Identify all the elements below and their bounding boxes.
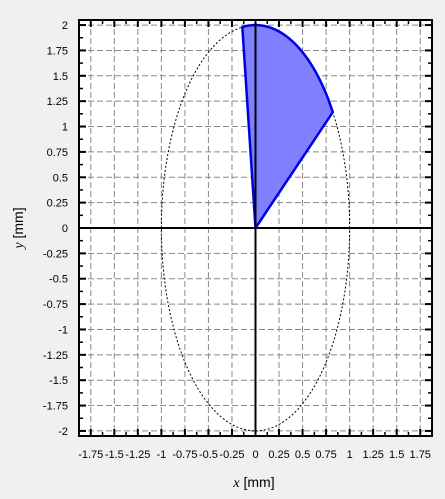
plot-frame: [78, 19, 433, 437]
x-tick-label: 1.25: [362, 449, 383, 461]
y-tick-label: -0.25: [43, 248, 68, 260]
y-tick-label: 2: [62, 20, 68, 32]
x-tick-label: -1.5: [105, 449, 124, 461]
x-axis-title-var: x: [232, 476, 240, 491]
y-tick-label: 1.25: [47, 96, 68, 108]
y-axis-title-var: y: [12, 242, 27, 251]
x-tick-label: -0.5: [199, 449, 218, 461]
y-tick-label: -1.25: [43, 350, 68, 362]
y-tick-label: 0.75: [47, 147, 68, 159]
y-axis-title: y [mm]: [10, 207, 27, 250]
y-tick-label: -1.75: [43, 401, 68, 413]
x-tick-label: -1.25: [125, 449, 150, 461]
y-tick-label: -1: [58, 324, 68, 336]
y-tick-label: 1: [62, 122, 68, 134]
x-tick-label: 0.25: [268, 449, 289, 461]
x-tick-label: -1: [156, 449, 166, 461]
y-tick-label: 0: [62, 223, 68, 235]
x-axis-title: x [mm]: [232, 474, 274, 491]
y-tick-label: 1.75: [47, 45, 68, 57]
y-tick-label: 1.5: [53, 71, 68, 83]
y-tick-labels: 2 1.75 1.5 1.25 1 0.75 0.5 0.25 0 -0.25 -0.5 -0.75 -…: [43, 20, 68, 438]
x-tick-labels: -1.75 -1.5 -1.25 -1 -0.75 -0.5 -0.25 0 0.25 0.5 0.…: [78, 449, 431, 461]
x-tick-label: 0.75: [315, 449, 336, 461]
x-tick-label: -0.25: [219, 449, 244, 461]
x-tick-label: 1: [347, 449, 353, 461]
y-tick-label: -2: [58, 426, 68, 438]
x-tick-label: 0.5: [295, 449, 310, 461]
x-tick-label: 1.5: [389, 449, 404, 461]
y-tick-label: -1.5: [49, 375, 68, 387]
x-tick-label: 1.75: [410, 449, 431, 461]
x-axis-title-unit: [mm]: [240, 474, 275, 490]
y-tick-label: 0.25: [47, 198, 68, 210]
x-tick-label: -1.75: [78, 449, 103, 461]
y-axis-title-unit: [mm]: [10, 207, 26, 242]
x-tick-label: 0: [252, 449, 258, 461]
y-tick-label: 0.5: [53, 172, 68, 184]
x-tick-label: -0.75: [172, 449, 197, 461]
y-tick-label: -0.75: [43, 299, 68, 311]
y-tick-label: -0.5: [49, 274, 68, 286]
filled-sector: [241, 23, 335, 230]
